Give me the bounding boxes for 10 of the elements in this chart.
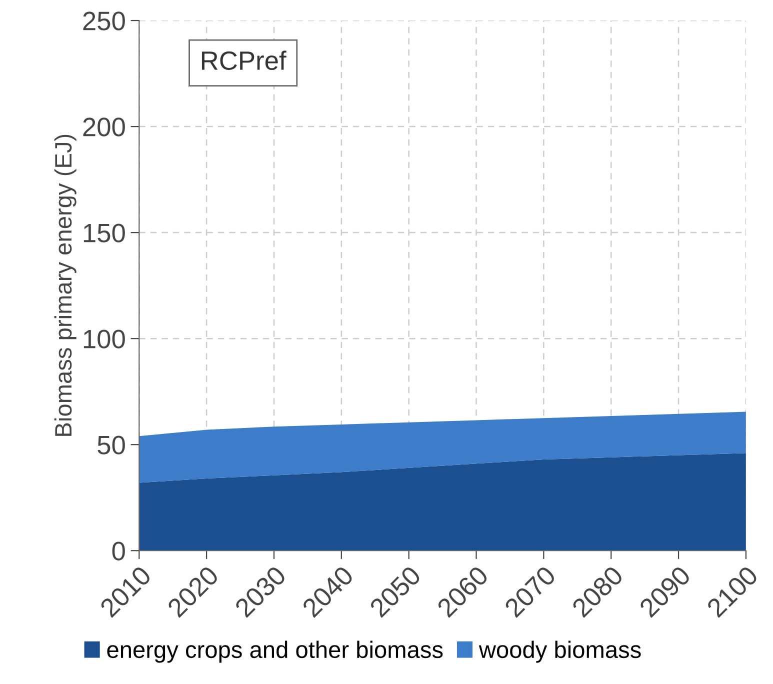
y-tick-label: 150 (84, 224, 125, 242)
y-tick-label: 50 (98, 436, 125, 454)
legend-label: energy crops and other biomass (107, 640, 443, 663)
y-tick-label: 0 (112, 542, 125, 560)
y-axis-title: Biomass primary energy (EJ) (54, 134, 76, 436)
y-tick-label: 200 (83, 118, 125, 136)
y-tick-label: 100 (84, 330, 125, 348)
y-tick-label: 250 (83, 12, 125, 30)
annotation: RCPref (202, 50, 286, 70)
legend-label: woody biomass (478, 640, 641, 663)
